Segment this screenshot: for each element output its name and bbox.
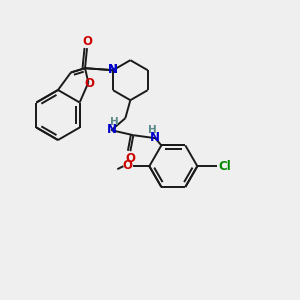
Text: O: O <box>82 35 92 48</box>
Text: N: N <box>107 123 117 136</box>
Text: Cl: Cl <box>218 160 231 173</box>
Text: N: N <box>108 63 118 76</box>
Text: O: O <box>122 159 132 172</box>
Text: N: N <box>150 131 160 144</box>
Text: O: O <box>84 77 94 90</box>
Text: H: H <box>110 117 119 127</box>
Text: H: H <box>148 125 157 135</box>
Text: N: N <box>108 63 118 76</box>
Text: O: O <box>125 152 135 165</box>
